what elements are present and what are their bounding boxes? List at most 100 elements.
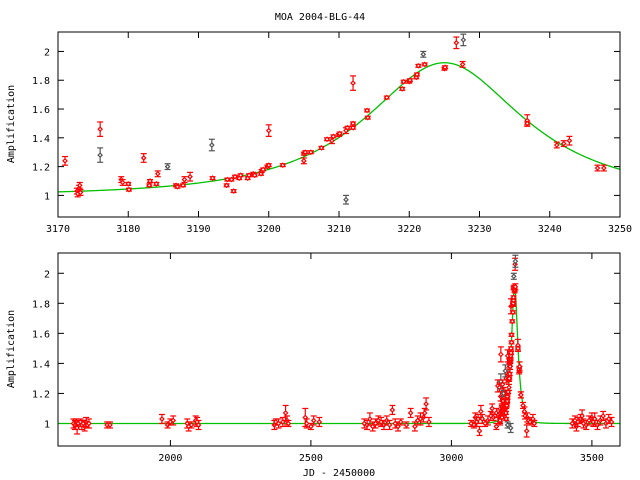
- data-point: [608, 416, 615, 428]
- point-marker: [187, 173, 193, 180]
- point-marker: [260, 166, 266, 173]
- data-point: [251, 172, 258, 179]
- point-marker: [230, 188, 237, 194]
- y-tick-label: 1.8: [32, 299, 50, 310]
- point-marker: [336, 130, 343, 137]
- chart-title: MOA 2004-BLG-44: [275, 12, 365, 23]
- bottom-x-axis-label: JD - 2450000: [303, 468, 375, 479]
- point-marker: [442, 64, 448, 71]
- point-marker: [569, 420, 576, 427]
- plot-frame: [57, 31, 621, 218]
- data-point: [442, 64, 449, 71]
- y-tick-label: 1.6: [32, 329, 50, 340]
- data-point-alt: [164, 163, 171, 171]
- point-marker: [164, 163, 171, 170]
- data-point: [506, 383, 513, 392]
- y-tick-label: 2: [44, 269, 50, 280]
- data-point: [125, 186, 132, 193]
- point-marker: [301, 158, 307, 164]
- y-tick-label: 1.6: [32, 105, 50, 116]
- point-marker: [510, 309, 516, 316]
- point-marker: [383, 94, 390, 101]
- data-point: [209, 175, 216, 181]
- y-tick-label: 1.2: [32, 389, 50, 400]
- point-marker: [372, 420, 379, 427]
- point-marker: [421, 410, 428, 416]
- point-marker: [330, 133, 337, 140]
- data-point: [459, 60, 466, 68]
- point-marker: [515, 345, 521, 352]
- point-marker: [344, 124, 351, 131]
- data-point: [383, 94, 390, 101]
- data-point: [300, 157, 307, 165]
- point-marker: [329, 137, 335, 144]
- point-marker: [86, 420, 92, 427]
- point-marker: [208, 142, 215, 148]
- data-point: [174, 183, 181, 190]
- point-marker: [459, 61, 466, 68]
- point-marker: [275, 420, 282, 427]
- data-point: [318, 145, 325, 151]
- data-point: [316, 416, 323, 428]
- point-marker: [97, 152, 103, 158]
- point-marker: [318, 145, 325, 151]
- point-marker: [518, 392, 524, 398]
- point-marker: [426, 419, 432, 425]
- data-point-alt: [343, 194, 350, 205]
- point-marker: [282, 410, 289, 416]
- top-y-axis-label: Amplification: [6, 85, 17, 163]
- data-point: [503, 416, 510, 422]
- data-point: [364, 114, 371, 121]
- point-marker: [506, 375, 513, 382]
- point-marker: [414, 71, 420, 78]
- data-point: [223, 182, 230, 189]
- data-point: [307, 149, 314, 156]
- point-marker: [343, 196, 349, 203]
- point-marker: [195, 422, 202, 428]
- data-point: [307, 422, 314, 431]
- data-point: [423, 397, 430, 411]
- point-marker: [476, 428, 483, 434]
- data-point: [285, 419, 292, 428]
- data-point: [476, 425, 483, 437]
- point-marker: [310, 417, 317, 424]
- point-marker: [508, 350, 514, 356]
- point-marker: [76, 182, 83, 189]
- x-tick-label: 3190: [186, 224, 210, 235]
- data-point: [477, 404, 484, 419]
- data-point: [350, 124, 357, 131]
- data-point: [524, 120, 531, 127]
- data-point-alt: [460, 33, 467, 47]
- point-marker: [285, 420, 292, 427]
- point-marker: [471, 422, 477, 428]
- point-marker: [251, 172, 258, 179]
- point-marker: [421, 61, 428, 68]
- point-marker: [308, 149, 314, 156]
- point-marker: [566, 137, 573, 144]
- model-curve: [57, 62, 621, 193]
- point-marker: [159, 416, 165, 422]
- point-marker: [62, 158, 68, 164]
- point-marker: [181, 176, 188, 183]
- data-point-alt: [420, 50, 427, 58]
- point-marker: [407, 77, 413, 84]
- data-point: [265, 162, 272, 169]
- data-point: [531, 419, 538, 428]
- point-marker: [415, 62, 422, 69]
- point-marker: [209, 175, 216, 181]
- point-marker: [512, 258, 519, 265]
- point-marker: [97, 126, 103, 133]
- point-marker: [510, 273, 517, 280]
- data-point-alt: [510, 272, 517, 280]
- data-point: [512, 283, 519, 291]
- data-point: [508, 339, 515, 346]
- x-tick-label: 2500: [299, 453, 323, 464]
- data-point: [506, 375, 513, 382]
- point-marker: [524, 120, 531, 127]
- point-marker: [389, 407, 396, 413]
- data-point: [76, 181, 83, 189]
- data-point: [279, 162, 286, 169]
- data-point: [399, 86, 406, 92]
- y-tick-label: 1.4: [32, 359, 50, 370]
